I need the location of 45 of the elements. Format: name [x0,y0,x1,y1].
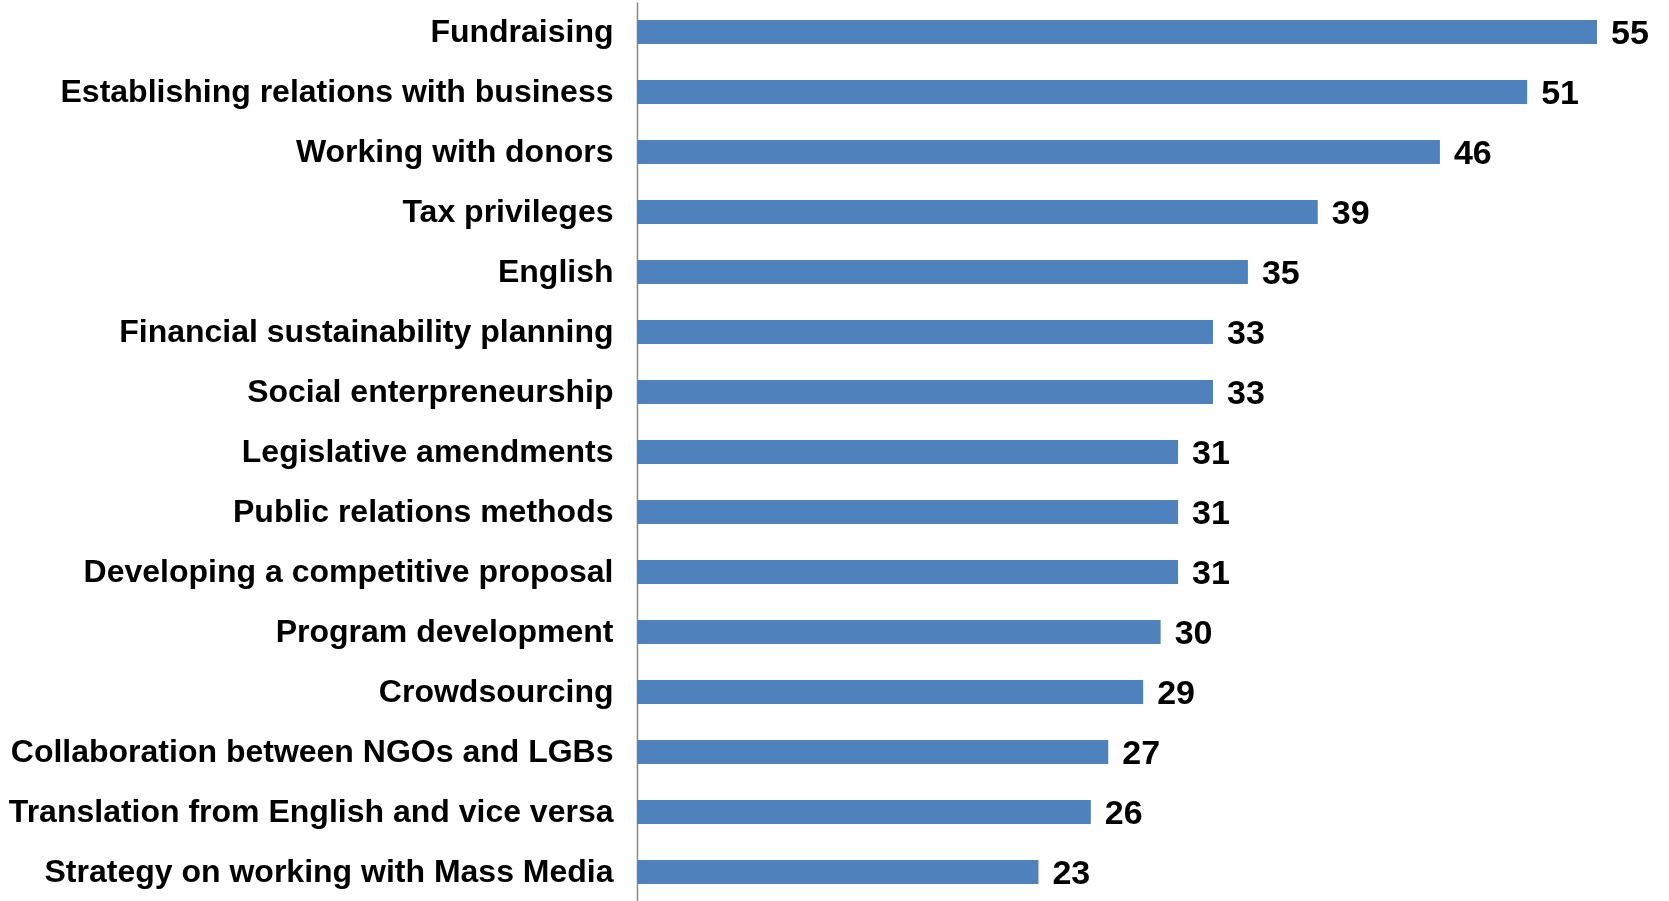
y-tick-label: Program development [275,613,614,649]
data-label: 35 [1261,253,1300,291]
y-tick-label: Establishing relations with business [60,73,614,109]
data-label: 31 [1192,553,1230,591]
bar [637,560,1179,584]
bar [637,20,1597,44]
y-tick-label: Strategy on working with Mass Media [44,853,614,889]
bar [637,800,1091,824]
y-tick-label: Legislative amendments [241,433,614,469]
data-label: 29 [1157,673,1196,711]
y-tick-label: Fundraising [430,13,614,49]
data-label: 33 [1227,313,1265,351]
bar [637,80,1528,104]
data-label: 51 [1541,73,1580,111]
data-label: 39 [1331,193,1370,231]
data-label: 33 [1227,373,1265,411]
y-tick-label: Crowdsourcing [378,673,614,709]
y-tick-label: Developing a competitive proposal [83,553,614,589]
bar [637,860,1039,884]
y-tick-label: Social enterpreneurship [247,373,614,409]
bar [637,500,1179,524]
bar [637,260,1248,284]
y-tick-label: English [497,253,614,289]
y-tick-label: Working with donors [295,133,614,169]
y-tick-label: Financial sustainability planning [119,313,614,349]
bar [637,680,1144,704]
y-tick-label: Tax privileges [402,193,614,229]
data-label: 26 [1104,793,1143,831]
bar [637,440,1179,464]
bar [637,620,1161,644]
data-label: 55 [1611,13,1649,51]
y-tick-label: Collaboration between NGOs and LGBs [10,733,614,769]
bar [637,740,1109,764]
bar [637,380,1213,404]
data-label: 31 [1192,433,1230,471]
bar [637,200,1318,224]
data-label: 46 [1453,133,1492,171]
y-tick-label: Translation from English and vice versa [8,793,614,829]
data-label: 31 [1192,493,1230,531]
bar [637,320,1213,344]
data-label: 30 [1174,613,1213,651]
y-tick-label: Public relations methods [232,493,614,529]
bar [637,140,1440,164]
data-label: 23 [1052,853,1091,891]
data-label: 27 [1122,733,1161,771]
